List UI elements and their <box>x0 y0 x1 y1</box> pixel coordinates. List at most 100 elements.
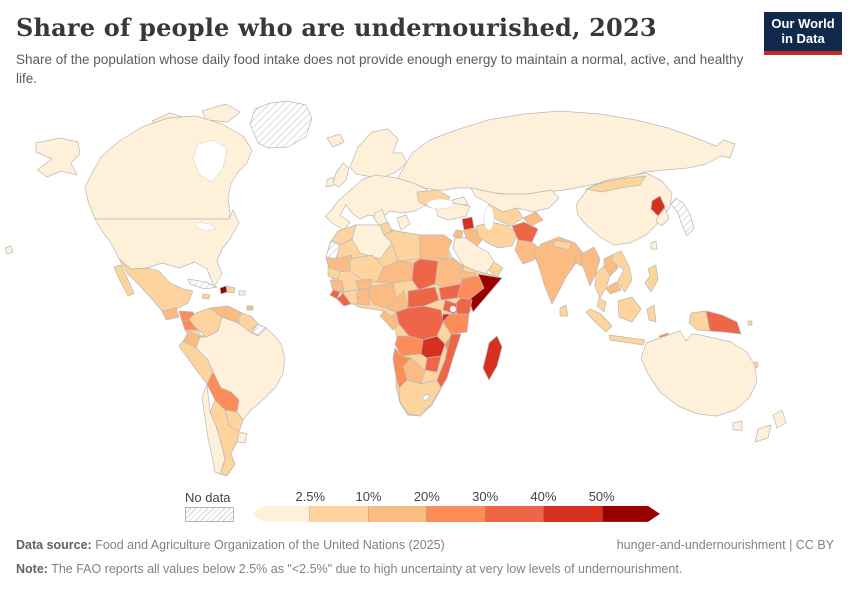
country-sri-lanka[interactable] <box>559 304 569 317</box>
country-dominican-republic[interactable] <box>226 285 236 294</box>
country-sudan[interactable] <box>434 258 465 289</box>
country-baja-california[interactable] <box>113 264 135 297</box>
country-united-kingdom[interactable] <box>332 162 350 188</box>
country-cambodia[interactable] <box>605 281 622 295</box>
country-south-korea[interactable] <box>655 207 670 227</box>
country-hawaii[interactable] <box>4 245 14 255</box>
country-tajikistan-kyrgyzstan[interactable] <box>522 211 544 227</box>
country-chile[interactable] <box>201 383 226 475</box>
country-greenland[interactable] <box>249 100 313 149</box>
note-label: Note: <box>16 561 48 576</box>
data-source-text: Food and Agriculture Organization of the… <box>91 537 445 552</box>
country-brazil[interactable] <box>195 316 286 421</box>
country-indonesia-sumatra[interactable] <box>585 308 613 333</box>
country-zimbabwe[interactable] <box>424 355 442 373</box>
country-morocco[interactable] <box>330 224 357 246</box>
country-scandinavia[interactable] <box>349 128 408 179</box>
caspian-sea <box>483 205 495 231</box>
legend-tick-label: 2.5% <box>295 488 326 504</box>
country-india[interactable] <box>533 236 584 305</box>
country-guinea[interactable] <box>329 279 345 293</box>
legend-color-bar[interactable] <box>252 505 660 522</box>
country-australia[interactable] <box>640 330 758 417</box>
country-canada-arctic2[interactable] <box>201 103 241 123</box>
owid-logo-line1: Our World <box>771 16 835 31</box>
country-indonesia-borneo[interactable] <box>617 296 642 323</box>
page-title: Share of people who are undernourished, … <box>16 13 657 42</box>
country-vietnam[interactable] <box>611 250 633 293</box>
country-central-african-republic[interactable] <box>407 286 440 309</box>
note-text: The FAO reports all values below 2.5% as… <box>47 561 683 576</box>
country-madagascar[interactable] <box>482 335 503 381</box>
hudson-bay <box>192 139 228 183</box>
country-congo-gabon[interactable] <box>379 310 400 331</box>
no-data-swatch[interactable] <box>185 506 234 522</box>
country-libya[interactable] <box>383 230 421 262</box>
country-trinidad[interactable] <box>246 305 254 311</box>
country-alaska[interactable] <box>35 137 81 178</box>
owid-logo[interactable]: Our World in Data <box>764 12 842 55</box>
legend-no-data[interactable]: No data <box>185 490 234 522</box>
country-greece[interactable] <box>396 214 411 231</box>
country-indonesia-papua[interactable] <box>688 310 711 332</box>
legend-tick-label: 10% <box>355 488 382 504</box>
black-sea <box>426 198 454 210</box>
country-cuba[interactable] <box>187 278 218 290</box>
no-data-label: No data <box>185 489 231 505</box>
legend-bin-b1[interactable] <box>310 505 369 522</box>
country-myanmar[interactable] <box>580 246 601 287</box>
legend-bin-b4[interactable] <box>485 505 545 522</box>
country-mongolia[interactable] <box>585 175 647 193</box>
legend-bin-b5[interactable] <box>544 505 603 522</box>
country-south-africa[interactable] <box>398 379 442 417</box>
country-canada[interactable] <box>84 115 253 220</box>
country-egypt[interactable] <box>419 234 453 260</box>
chart-subtitle: Share of the population whose daily food… <box>16 51 744 87</box>
country-ireland[interactable] <box>325 176 335 188</box>
country-indonesia-sulawesi[interactable] <box>646 304 657 323</box>
legend-bin-b2[interactable] <box>368 505 428 522</box>
legend-bin-b3[interactable] <box>427 505 486 522</box>
region-mainland-europe[interactable] <box>324 174 433 231</box>
country-taiwan[interactable] <box>650 240 658 250</box>
country-ghana-togo-benin[interactable] <box>357 288 371 306</box>
country-russia[interactable] <box>397 110 736 195</box>
country-papua-new-guinea[interactable] <box>705 310 742 335</box>
country-philippines[interactable] <box>644 264 659 293</box>
country-iceland[interactable] <box>326 133 345 148</box>
country-angola[interactable] <box>394 335 424 357</box>
country-haiti[interactable] <box>219 285 228 295</box>
country-new-zealand-south[interactable] <box>754 424 772 443</box>
country-lesotho[interactable] <box>422 393 430 401</box>
country-jamaica[interactable] <box>201 293 211 300</box>
country-senegal[interactable] <box>327 266 341 281</box>
country-nepal[interactable] <box>552 239 572 251</box>
legend-bin-b0[interactable] <box>252 505 311 522</box>
data-source-label: Data source: <box>16 537 92 552</box>
country-guatemala[interactable] <box>161 307 180 321</box>
country-malaysia[interactable] <box>596 297 607 313</box>
country-new-zealand-north[interactable] <box>772 409 787 429</box>
world-choropleth-map <box>4 100 787 477</box>
legend-tick-label: 20% <box>413 488 440 504</box>
country-afghanistan[interactable] <box>511 221 539 243</box>
country-puerto-rico[interactable] <box>238 290 246 296</box>
country-solomon-islands[interactable] <box>747 320 753 326</box>
country-usa[interactable] <box>94 209 240 288</box>
country-japan[interactable] <box>670 197 695 237</box>
country-tanzania[interactable] <box>442 313 470 335</box>
great-lakes <box>195 221 217 232</box>
legend-bin-b6[interactable] <box>603 506 660 522</box>
country-laos[interactable] <box>603 254 619 277</box>
map-legend: No data 2.5% 10% 20% 30% 40% 50% <box>185 489 850 522</box>
country-iraq[interactable] <box>463 227 485 247</box>
country-tasmania[interactable] <box>732 420 743 431</box>
country-indonesia-java[interactable] <box>608 334 646 346</box>
permalink-license[interactable]: hunger-and-undernourishment | CC BY <box>616 537 834 552</box>
lake-victoria <box>449 305 457 313</box>
country-cote-divoire[interactable] <box>342 289 359 305</box>
legend-tick-label: 40% <box>530 488 557 504</box>
country-mexico[interactable] <box>118 258 194 312</box>
country-pakistan[interactable] <box>514 239 542 265</box>
country-mozambique[interactable] <box>436 333 462 389</box>
